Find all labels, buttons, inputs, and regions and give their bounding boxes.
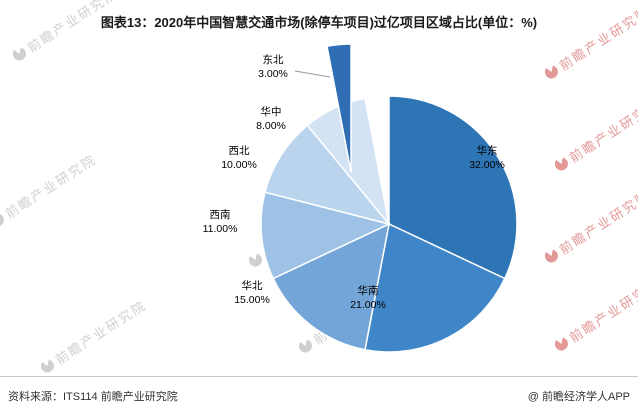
slice-label-name: 华北 bbox=[241, 279, 263, 292]
slice-label-1: 华南 21.00% bbox=[350, 284, 386, 312]
slice-label-6: 东北 3.00% bbox=[258, 53, 288, 81]
pie-slice-1 bbox=[364, 222, 506, 353]
slice-label-3: 西南 11.00% bbox=[203, 208, 238, 236]
slice-label-2: 华北 15.00% bbox=[234, 279, 270, 307]
slice-label-name: 西南 bbox=[209, 208, 231, 221]
slice-label-value: 15.00% bbox=[234, 294, 270, 306]
leader-line bbox=[294, 70, 331, 78]
slice-label-value: 8.00% bbox=[256, 120, 286, 132]
slice-label-0: 华东 32.00% bbox=[469, 144, 505, 172]
slice-label-name: 华南 bbox=[357, 284, 379, 297]
slice-label-name: 华东 bbox=[476, 144, 498, 157]
pie-slice-3 bbox=[260, 191, 392, 280]
slice-label-name: 西北 bbox=[228, 144, 250, 157]
pie-slice-4 bbox=[264, 124, 392, 226]
slice-label-value: 21.00% bbox=[350, 299, 386, 311]
slice-label-value: 32.00% bbox=[469, 159, 505, 171]
chart-title: 图表13：2020年中国智慧交通市场(除停车项目)过亿项目区域占比(单位：%) bbox=[100, 15, 538, 30]
slice-label-name: 华中 bbox=[260, 105, 282, 118]
pie-slice-6 bbox=[326, 43, 352, 173]
slice-label-4: 西北 10.00% bbox=[221, 144, 257, 172]
source-note: 资料来源：ITS114 前瞻产业研究院 bbox=[8, 391, 178, 403]
slice-label-value: 11.00% bbox=[202, 223, 238, 235]
slice-label-5: 华中 8.00% bbox=[256, 105, 286, 133]
pie-slice-2 bbox=[272, 222, 391, 351]
slice-label-name: 东北 bbox=[262, 53, 284, 66]
footer-divider bbox=[0, 376, 638, 377]
slice-label-value: 3.00% bbox=[258, 68, 288, 80]
brand-note: @ 前瞻经济学人APP bbox=[527, 391, 630, 403]
pie-slice-0 bbox=[388, 95, 518, 280]
slice-label-value: 10.00% bbox=[221, 159, 257, 171]
